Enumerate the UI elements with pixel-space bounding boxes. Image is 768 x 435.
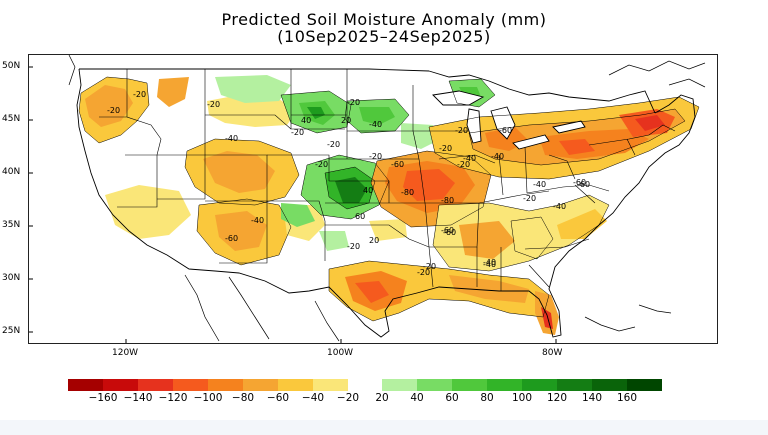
legend-label-negative: −120	[158, 392, 188, 404]
legend-swatch-positive-6	[592, 379, 627, 391]
map-canvas: -20 -20 -20 -40 -20 40 -20 20 -20 -20 -4…	[29, 55, 706, 343]
contour-lines	[78, 76, 700, 322]
contour-label: -20	[523, 194, 536, 203]
contour-label: -80	[441, 196, 454, 205]
contour-label: -60	[225, 234, 238, 243]
contour-label: -60	[443, 228, 456, 237]
contour-label: -40	[463, 154, 476, 163]
lat-label-35n: 35N	[2, 220, 21, 230]
contour-label: 20	[369, 236, 379, 245]
legend-swatch-negative-2	[138, 379, 173, 391]
contour-label: -20	[369, 152, 382, 161]
contour-label: 60	[355, 212, 365, 221]
legend-swatch-negative-5	[243, 379, 278, 391]
legend-swatch-negative-7	[313, 379, 348, 391]
contour-label: -40	[225, 134, 238, 143]
legend-swatch-positive-7	[627, 379, 662, 391]
contour-label: -20	[455, 126, 468, 135]
contour-label: -60	[499, 126, 512, 135]
lon-label-120w: 120W	[112, 348, 139, 358]
legend-label-positive: 40	[410, 392, 424, 404]
legend-label-negative: −40	[301, 392, 325, 404]
legend-swatch-positive-0	[382, 379, 417, 391]
contour-label: 20	[341, 116, 351, 125]
contour-label: -20	[133, 90, 146, 99]
legend-label-negative: −160	[88, 392, 118, 404]
legend-label-positive: 60	[445, 392, 459, 404]
contour-label: -20	[347, 242, 360, 251]
legend-label-positive: 160	[616, 392, 638, 404]
contour-label-group: -20 -20 -20 -40 -20 40 -20 20 -20 -20 -4…	[107, 90, 590, 277]
legend-label-negative: −80	[231, 392, 255, 404]
contour-label: -20	[457, 160, 470, 169]
contour-label: -60	[577, 180, 590, 189]
lon-label-80w: 80W	[542, 348, 563, 358]
anomaly-shading	[79, 75, 699, 335]
map-subtitle-date-range: (10Sep2025–24Sep2025)	[277, 27, 491, 46]
lat-label-25n: 25N	[2, 326, 21, 336]
lat-label-50n: 50N	[2, 61, 21, 71]
legend-swatch-positive-2	[452, 379, 487, 391]
legend-swatch-negative-4	[208, 379, 243, 391]
contour-label: -40	[251, 216, 264, 225]
legend-swatch-negative-3	[173, 379, 208, 391]
contour-label: -60	[441, 226, 454, 235]
lat-label-40n: 40N	[2, 167, 21, 177]
legend-label-positive: 140	[581, 392, 603, 404]
neighbor-coastlines	[68, 55, 706, 342]
legend-label-negative: −20	[336, 392, 360, 404]
legend-swatch-positive-5	[557, 379, 592, 391]
contour-label: -20	[417, 268, 430, 277]
contour-label: -80	[401, 188, 414, 197]
contour-label: -40	[483, 258, 496, 267]
contour-label: -20	[439, 144, 452, 153]
soil-moisture-map: -20 -20 -20 -40 -20 40 -20 20 -20 -20 -4…	[28, 54, 718, 344]
lon-ticks	[125, 339, 557, 343]
lat-ticks	[29, 66, 33, 333]
contour-label: -60	[391, 160, 404, 169]
lat-label-30n: 30N	[2, 273, 21, 283]
legend-swatch-positive-3	[487, 379, 522, 391]
contour-label: 40	[301, 116, 311, 125]
legend-swatch-negative-6	[278, 379, 313, 391]
contour-label: -20	[207, 100, 220, 109]
us-outline	[76, 68, 696, 338]
contour-label: -40	[483, 260, 496, 269]
contour-label: -20	[347, 98, 360, 107]
legend-swatch-negative-0	[68, 379, 103, 391]
legend-swatch-positive-1	[417, 379, 452, 391]
contour-label: -40	[553, 202, 566, 211]
contour-label: -20	[315, 160, 328, 169]
legend-label-positive: 80	[480, 392, 494, 404]
legend-label-positive: 120	[546, 392, 568, 404]
legend-swatch-negative-1	[103, 379, 138, 391]
contour-label: 40	[363, 186, 373, 195]
legend-label-positive: 100	[511, 392, 533, 404]
contour-label: -60	[573, 178, 586, 187]
bottom-strip	[0, 420, 768, 435]
lon-label-100w: 100W	[327, 348, 354, 358]
color-legend	[68, 379, 680, 391]
contour-label: -40	[491, 152, 504, 161]
contour-label: -40	[533, 180, 546, 189]
contour-label: -20	[327, 140, 340, 149]
contour-label: -20	[291, 128, 304, 137]
contour-label: -40	[369, 120, 382, 129]
legend-label-negative: −100	[193, 392, 223, 404]
lat-label-45n: 45N	[2, 114, 21, 124]
legend-label-positive: 20	[375, 392, 389, 404]
legend-label-negative: −60	[266, 392, 290, 404]
great-lakes	[432, 90, 586, 150]
contour-label: -20	[107, 106, 120, 115]
map-title: Predicted Soil Moisture Anomaly (mm)	[221, 10, 547, 29]
contour-label: -20	[423, 262, 436, 271]
legend-label-negative: −140	[123, 392, 153, 404]
legend-swatch-positive-4	[522, 379, 557, 391]
